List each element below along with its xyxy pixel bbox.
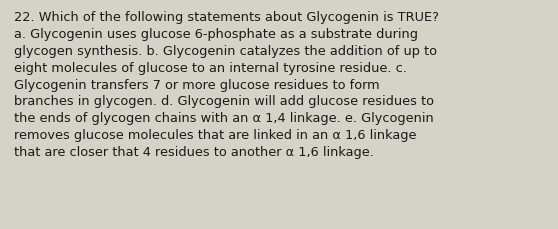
Text: 22. Which of the following statements about Glycogenin is TRUE?
a. Glycogenin us: 22. Which of the following statements ab… <box>14 11 439 158</box>
